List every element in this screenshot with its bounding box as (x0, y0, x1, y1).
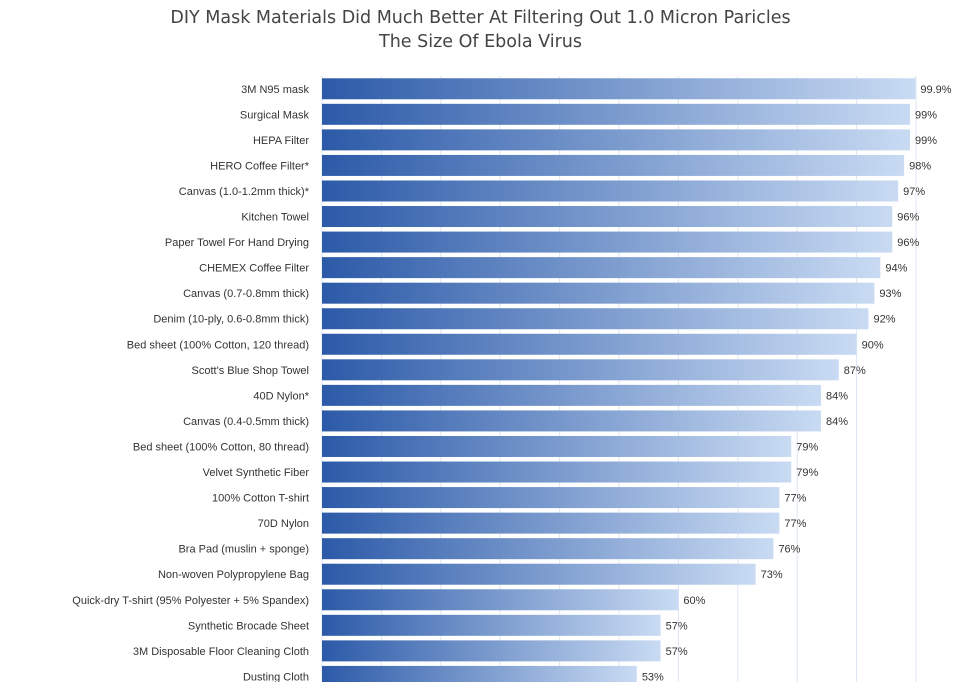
category-label: Surgical Mask (240, 109, 310, 121)
category-label: HERO Coffee Filter* (210, 160, 310, 172)
category-label: Synthetic Brocade Sheet (188, 620, 309, 632)
value-label: 97% (903, 186, 925, 198)
grid-lines (321, 76, 917, 682)
bar (322, 206, 893, 228)
category-label: Bed sheet (100% Cotton, 120 thread) (127, 339, 309, 351)
value-label: 98% (909, 160, 931, 172)
category-labels: 3M N95 mask Surgical Mask HEPA Filter HERO … (72, 84, 309, 682)
bar (322, 154, 905, 176)
category-label: Dusting Cloth (243, 671, 309, 682)
value-label: 57% (666, 620, 688, 632)
bar (322, 359, 839, 381)
category-label: HEPA Filter (253, 135, 309, 147)
value-label: 96% (897, 212, 919, 224)
bar (322, 640, 661, 662)
category-label: CHEMEX Coffee Filter (199, 263, 309, 275)
bar (322, 563, 756, 585)
value-label: 79% (796, 441, 818, 453)
value-label: 60% (683, 595, 705, 607)
value-label: 94% (885, 263, 907, 275)
category-label: Kitchen Towel (241, 212, 309, 224)
value-label: 53% (642, 671, 664, 682)
category-label: Quick-dry T-shirt (95% Polyester + 5% Sp… (72, 595, 309, 607)
bar (322, 435, 792, 457)
category-label: 40D Nylon* (253, 390, 309, 402)
category-label: 3M N95 mask (241, 84, 309, 96)
bar (322, 512, 780, 534)
bar (322, 589, 679, 611)
category-label: Non-woven Polypropylene Bag (158, 569, 309, 581)
category-label: Paper Towel For Hand Drying (165, 237, 309, 249)
bar (322, 180, 899, 202)
category-label: Scott's Blue Shop Towel (192, 365, 309, 377)
category-label: Canvas (0.4-0.5mm thick) (183, 416, 309, 428)
category-label: Denim (10-ply, 0.6-0.8mm thick) (153, 314, 309, 326)
bar (322, 282, 875, 304)
category-label: Bra Pad (muslin + sponge) (178, 544, 309, 556)
bar (322, 614, 661, 636)
bar (322, 257, 881, 279)
bar (322, 78, 916, 100)
category-label: Bed sheet (100% Cotton, 80 thread) (133, 441, 309, 453)
value-label: 99.9% (920, 84, 951, 96)
bar (322, 665, 637, 682)
bar (322, 129, 911, 151)
category-label: Canvas (1.0-1.2mm thick)* (179, 186, 310, 198)
chart-subtitle: The Size Of Ebola Virus (379, 32, 582, 52)
category-label: 3M Disposable Floor Cleaning Cloth (133, 646, 309, 658)
value-label: 73% (761, 569, 783, 581)
category-label: Velvet Synthetic Fiber (203, 467, 310, 479)
value-label: 92% (873, 314, 895, 326)
bar (322, 103, 911, 125)
category-label: Canvas (0.7-0.8mm thick) (183, 288, 309, 300)
bar (322, 538, 774, 560)
value-label: 99% (915, 109, 937, 121)
bars (322, 78, 916, 682)
value-label: 79% (796, 467, 818, 479)
bar (322, 308, 869, 330)
value-label: 84% (826, 416, 848, 428)
value-label: 77% (784, 518, 806, 530)
category-label: 70D Nylon (258, 518, 309, 530)
bar (322, 461, 792, 483)
value-label: 93% (879, 288, 901, 300)
bar (322, 410, 821, 432)
value-label: 77% (784, 493, 806, 505)
value-label: 76% (778, 544, 800, 556)
value-label: 84% (826, 390, 848, 402)
value-label: 99% (915, 135, 937, 147)
category-label: 100% Cotton T-shirt (212, 493, 309, 505)
value-labels: 99.9% 99% 99% 98% 97% 96% 96% 94% 93% 92% 90% 87% 84… (642, 84, 952, 682)
bar (322, 487, 780, 509)
value-label: 96% (897, 237, 919, 249)
chart-title-block: DIY Mask Materials Did Much Better At Fi… (0, 6, 961, 54)
bar (322, 333, 857, 355)
chart-title: DIY Mask Materials Did Much Better At Fi… (170, 8, 791, 28)
bar (322, 384, 821, 406)
value-label: 90% (862, 339, 884, 351)
bar (322, 231, 893, 253)
value-label: 87% (844, 365, 866, 377)
value-label: 57% (666, 646, 688, 658)
